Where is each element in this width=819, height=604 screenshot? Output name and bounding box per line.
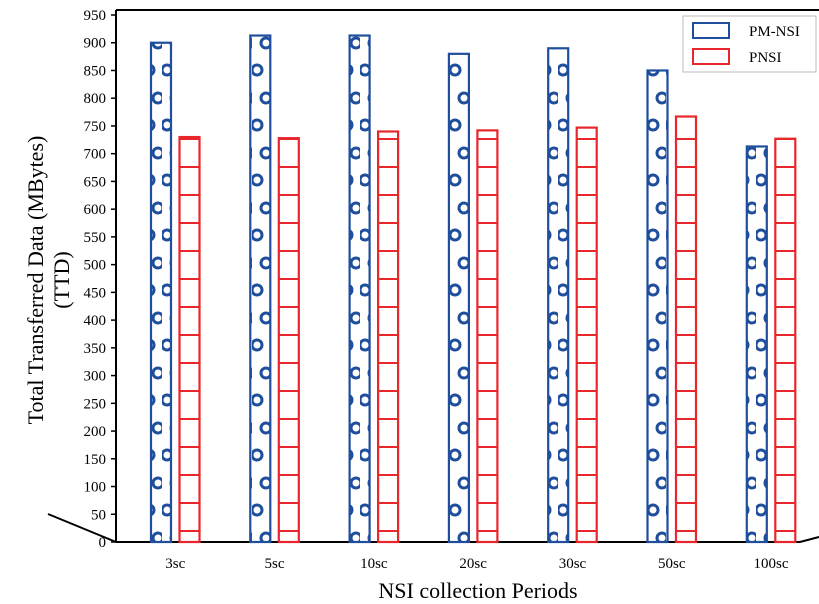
legend: PM-NSI PNSI bbox=[682, 15, 817, 73]
y-tick-label: 550 bbox=[84, 230, 107, 246]
y-tick-label: 450 bbox=[84, 285, 107, 301]
floor-edge-right bbox=[799, 536, 819, 543]
bar-pm-nsi bbox=[447, 52, 470, 544]
x-tick-label: 30sc bbox=[559, 556, 587, 572]
y-tick-label: 950 bbox=[84, 8, 107, 24]
bar-pnsi bbox=[774, 137, 797, 544]
bar-pm-nsi bbox=[249, 34, 272, 544]
x-tick-label: 100sc bbox=[754, 556, 789, 572]
y-tick-label: 250 bbox=[84, 396, 107, 412]
y-tick-label: 150 bbox=[84, 452, 107, 468]
bar-pnsi bbox=[674, 115, 698, 544]
bar-pnsi bbox=[377, 130, 400, 544]
x-tick-label: 50sc bbox=[658, 556, 686, 572]
legend-swatch-pm-nsi bbox=[692, 22, 730, 39]
y-tick-label: 500 bbox=[84, 258, 107, 274]
y-tick-label: 750 bbox=[84, 119, 107, 135]
x-tick-label: 10sc bbox=[360, 556, 388, 572]
y-tick-label: 300 bbox=[84, 369, 107, 385]
y-axis-ticks: 0 50 100 150 200 250 300 350 400 450 500 550 600 650 7… bbox=[84, 8, 116, 551]
bar-pnsi bbox=[575, 126, 598, 544]
y-tick-label: 350 bbox=[84, 341, 107, 357]
y-tick-label: 850 bbox=[84, 63, 107, 79]
y-axis-title: Total Transferred Data (MBytes) bbox=[23, 136, 48, 425]
y-tick-label: 800 bbox=[84, 91, 107, 107]
bar-pnsi bbox=[277, 137, 300, 544]
bars bbox=[149, 34, 797, 544]
legend-label-pnsi: PNSI bbox=[749, 50, 782, 66]
bar-pnsi bbox=[178, 135, 201, 544]
x-tick-label: 5sc bbox=[265, 556, 285, 572]
y-tick-label: 200 bbox=[84, 424, 107, 440]
x-tick-label: 3sc bbox=[165, 556, 185, 572]
bar-pnsi bbox=[476, 129, 499, 544]
floor-edge-left bbox=[47, 513, 117, 543]
bar-pm-nsi bbox=[149, 41, 173, 544]
y-axis-subtitle: (TTD) bbox=[49, 251, 74, 308]
y-tick-label: 900 bbox=[84, 36, 107, 52]
x-axis-ticks: 3sc 5sc 10sc 20sc 30sc 50sc 100sc bbox=[165, 556, 789, 572]
legend-box bbox=[682, 15, 817, 73]
y-tick-label: 400 bbox=[84, 313, 107, 329]
y-tick-label: 50 bbox=[91, 507, 106, 523]
bar-pm-nsi bbox=[547, 47, 570, 544]
y-tick-label: 650 bbox=[84, 174, 107, 190]
bar-pm-nsi bbox=[745, 145, 768, 544]
y-tick-label: 100 bbox=[84, 480, 107, 496]
legend-label-pm-nsi: PM-NSI bbox=[749, 24, 800, 40]
x-tick-label: 20sc bbox=[459, 556, 487, 572]
y-tick-label: 600 bbox=[84, 202, 107, 218]
legend-swatch-pnsi bbox=[692, 48, 730, 65]
y-tick-label: 700 bbox=[84, 147, 107, 163]
x-axis-title: NSI collection Periods bbox=[378, 578, 577, 603]
bar-pm-nsi bbox=[646, 69, 669, 544]
y-tick-label: 0 bbox=[99, 535, 107, 551]
bar-pm-nsi bbox=[348, 34, 371, 544]
